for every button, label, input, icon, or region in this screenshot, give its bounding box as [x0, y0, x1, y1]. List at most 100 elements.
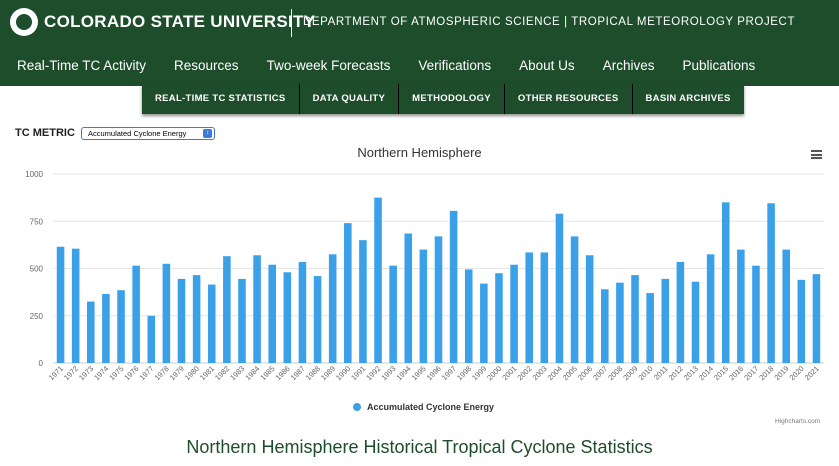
nav-real-time-tc-activity[interactable]: Real-Time TC Activity: [17, 58, 147, 73]
bar-2020[interactable]: [797, 279, 806, 363]
bar-2012[interactable]: [676, 261, 685, 363]
x-tick-label: 2002: [515, 364, 533, 382]
department-name[interactable]: DEPARTMENT OF ATMOSPHERIC SCIENCE | TROP…: [303, 16, 796, 28]
bar-1977[interactable]: [147, 315, 156, 363]
bar-1976[interactable]: [132, 265, 140, 363]
y-tick-label: 750: [30, 217, 44, 226]
x-tick-label: 1995: [410, 364, 428, 382]
nav-verifications[interactable]: Verifications: [418, 58, 492, 73]
bar-2009[interactable]: [631, 275, 639, 363]
bar-1996[interactable]: [434, 236, 443, 363]
bar-2016[interactable]: [737, 249, 745, 363]
x-tick-label: 1996: [425, 364, 443, 382]
bar-1981[interactable]: [207, 284, 216, 363]
bar-1999[interactable]: [480, 283, 488, 363]
bar-1992[interactable]: [374, 197, 382, 363]
x-tick-label: 2004: [546, 364, 564, 382]
bar-2017[interactable]: [752, 265, 760, 363]
bar-2011[interactable]: [661, 278, 670, 363]
bar-1993[interactable]: [389, 265, 397, 363]
bar-1997[interactable]: [449, 210, 458, 363]
bar-1974[interactable]: [102, 294, 110, 363]
bar-1985[interactable]: [268, 264, 276, 363]
x-tick-label: 1975: [107, 364, 125, 382]
x-tick-label: 2020: [788, 364, 806, 382]
nav-archives[interactable]: Archives: [602, 58, 655, 73]
bar-1991[interactable]: [359, 240, 367, 363]
site-header: COLORADO STATE UNIVERSITY DEPARTMENT OF …: [0, 0, 839, 86]
legend-label: Accumulated Cyclone Energy: [367, 402, 495, 412]
subnav-methodology[interactable]: METHODOLOGY: [399, 84, 505, 114]
x-tick-label: 1973: [77, 364, 95, 382]
x-tick-label: 1997: [440, 364, 458, 382]
x-tick-label: 1990: [334, 364, 352, 382]
x-tick-label: 2007: [591, 364, 609, 382]
bar-1984[interactable]: [253, 255, 261, 363]
chart-legend[interactable]: Accumulated Cyclone Energy: [353, 402, 494, 412]
bar-2013[interactable]: [691, 281, 700, 363]
y-tick-label: 1000: [25, 170, 43, 179]
bar-1975[interactable]: [117, 290, 125, 363]
bar-1987[interactable]: [298, 261, 307, 363]
bar-2004[interactable]: [555, 213, 564, 363]
hamburger-menu-icon[interactable]: [811, 150, 822, 159]
x-tick-label: 1980: [183, 364, 201, 382]
bar-2018[interactable]: [767, 203, 775, 363]
bar-1995[interactable]: [419, 249, 428, 363]
bar-1983[interactable]: [238, 278, 246, 363]
highcharts-credit[interactable]: Highcharts.com: [775, 418, 821, 425]
bar-2005[interactable]: [570, 236, 579, 363]
bar-2010[interactable]: [646, 293, 654, 363]
nav-publications[interactable]: Publications: [682, 58, 756, 73]
university-name[interactable]: COLORADO STATE UNIVERSITY: [44, 12, 316, 31]
bar-2015[interactable]: [721, 202, 730, 363]
bar-1994[interactable]: [404, 233, 413, 363]
bar-1971[interactable]: [56, 246, 65, 363]
x-tick-label: 2019: [772, 364, 790, 382]
x-tick-label: 1998: [455, 364, 473, 382]
x-tick-label: 2013: [682, 364, 700, 382]
subnav-other-resources[interactable]: OTHER RESOURCES: [505, 84, 633, 114]
bar-1998[interactable]: [464, 269, 473, 363]
bar-1990[interactable]: [344, 223, 352, 363]
x-tick-label: 2015: [712, 364, 730, 382]
bar-1978[interactable]: [162, 263, 171, 363]
bar-2021[interactable]: [812, 274, 821, 363]
x-tick-label: 1974: [92, 364, 110, 382]
x-tick-label: 2001: [500, 364, 518, 382]
x-tick-label: 2003: [531, 364, 549, 382]
bar-2014[interactable]: [706, 254, 715, 363]
bar-2006[interactable]: [585, 255, 594, 363]
subnav-real-time-tc-statistics[interactable]: REAL-TIME TC STATISTICS: [142, 84, 300, 114]
nav-resources[interactable]: Resources: [174, 58, 239, 73]
bar-2003[interactable]: [540, 252, 549, 363]
bar-2019[interactable]: [782, 249, 790, 363]
bar-2001[interactable]: [510, 264, 518, 363]
bar-2002[interactable]: [525, 252, 533, 363]
x-tick-label: 2021: [803, 364, 821, 382]
tc-metric-select[interactable]: Accumulated Cyclone Energy ↕: [81, 127, 215, 140]
bar-1988[interactable]: [313, 276, 322, 363]
x-tick-label: 1983: [228, 364, 246, 382]
bar-1986[interactable]: [283, 272, 292, 363]
bar-2000[interactable]: [495, 273, 503, 363]
bar-1989[interactable]: [328, 254, 337, 363]
bar-1979[interactable]: [177, 278, 186, 363]
nav-two-week-forecasts[interactable]: Two-week Forecasts: [266, 58, 391, 73]
subnav-basin-archives[interactable]: BASIN ARCHIVES: [645, 93, 731, 104]
x-tick-label: 1991: [349, 364, 367, 382]
bar-1980[interactable]: [192, 275, 201, 363]
tc-metric-selected-value: Accumulated Cyclone Energy: [88, 129, 187, 138]
bar-2007[interactable]: [601, 289, 609, 363]
bar-1973[interactable]: [87, 301, 95, 363]
bar-2008[interactable]: [616, 282, 624, 363]
nav-about-us[interactable]: About Us: [519, 58, 575, 73]
bar-1982[interactable]: [223, 256, 231, 363]
x-tick-label: 1994: [395, 364, 413, 382]
main-nav: Real-Time TC Activity Resources Two-week…: [17, 58, 783, 73]
x-tick-label: 1978: [153, 364, 171, 382]
subnav-data-quality[interactable]: DATA QUALITY: [300, 84, 400, 114]
csu-ram-logo-icon[interactable]: [10, 8, 38, 36]
bar-1972[interactable]: [71, 248, 80, 363]
